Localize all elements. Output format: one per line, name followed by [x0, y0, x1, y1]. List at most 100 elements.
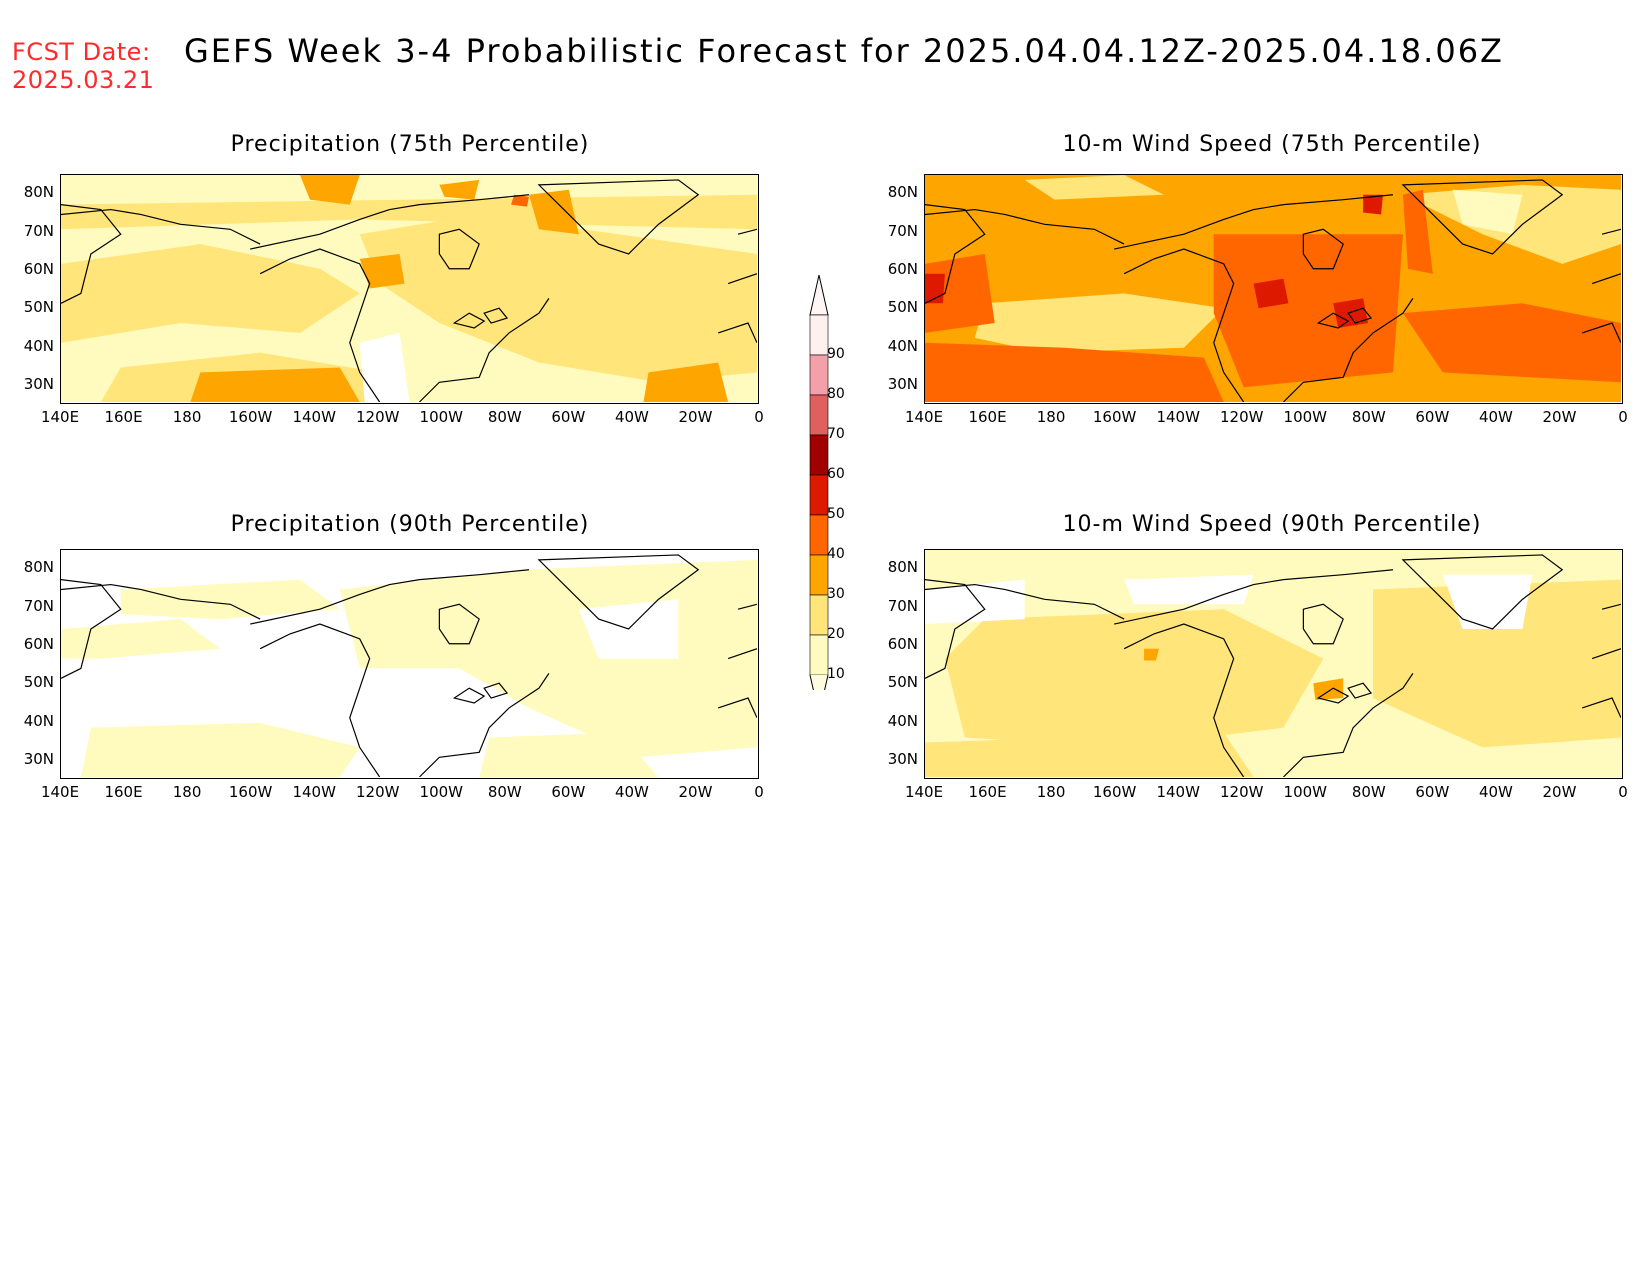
- lat-tick-label: 70N: [23, 221, 54, 240]
- lon-tick-label: 80W: [487, 408, 522, 426]
- colorbar-swatch: [809, 434, 829, 476]
- lon-tick-label: 60W: [1415, 408, 1450, 426]
- panel-title-wind-75: 10-m Wind Speed (75th Percentile): [1062, 132, 1482, 157]
- probability-region: [925, 732, 1254, 777]
- coastline: [483, 682, 509, 699]
- probability-region: [925, 342, 1224, 402]
- probability-region: [925, 579, 1025, 625]
- coastline: [419, 673, 550, 777]
- lon-tick-label: 20W: [678, 783, 713, 801]
- lon-tick-label: 80W: [1351, 783, 1386, 801]
- probability-region: [1253, 278, 1289, 309]
- coastline: [452, 687, 486, 704]
- probability-region: [190, 367, 360, 402]
- probability-region: [479, 732, 659, 777]
- lat-tick-label: 40N: [23, 336, 54, 355]
- lon-tick-label: 160E: [104, 783, 143, 801]
- lat-tick-label: 60N: [23, 259, 54, 278]
- coastline: [737, 228, 757, 235]
- lon-tick-label: 80W: [487, 783, 522, 801]
- lat-tick-label: 30N: [23, 749, 54, 768]
- coastline: [537, 554, 700, 630]
- lat-tick-label: 50N: [23, 673, 54, 692]
- probability-region: [1144, 648, 1159, 661]
- colorbar-swatch: [809, 634, 829, 676]
- colorbar-swatch: [809, 314, 829, 356]
- coastline: [1401, 179, 1564, 255]
- coastline: [452, 312, 486, 329]
- coastline: [1123, 623, 1245, 777]
- probability-region: [1213, 234, 1403, 388]
- coastline: [1114, 569, 1394, 625]
- coastline: [438, 228, 480, 270]
- lon-tick-label: 0: [1618, 783, 1628, 801]
- lon-tick-label: 20W: [678, 408, 713, 426]
- coastline: [925, 583, 1125, 620]
- lat-tick-label: 70N: [887, 221, 918, 240]
- probability-region: [61, 244, 360, 343]
- coastline: [717, 322, 757, 344]
- lat-tick-label: 80N: [23, 558, 54, 577]
- lon-tick-label: 180: [1036, 783, 1066, 801]
- colorbar-label: 10: [827, 666, 845, 682]
- lon-tick-label: 100W: [419, 783, 463, 801]
- lat-tick-label: 30N: [887, 374, 918, 393]
- coastline: [259, 248, 381, 402]
- panel-title-wind-90: 10-m Wind Speed (90th Percentile): [1062, 512, 1482, 537]
- lon-tick-label: 160E: [968, 408, 1007, 426]
- lon-tick-label: 0: [1618, 408, 1628, 426]
- colorbar-swatch: [809, 354, 829, 396]
- map-precip-75: [60, 174, 759, 404]
- lon-tick-label: 40W: [614, 783, 649, 801]
- lon-tick-label: 160E: [104, 408, 143, 426]
- lon-tick-label: 120W: [1219, 783, 1264, 801]
- lat-tick-label: 60N: [887, 259, 918, 278]
- coastline: [1401, 554, 1564, 630]
- lon-tick-label: 160W: [1092, 783, 1137, 801]
- main-title: GEFS Week 3-4 Probabilistic Forecast for…: [184, 32, 1504, 70]
- coastline: [537, 179, 700, 255]
- probability-region: [359, 332, 410, 402]
- lon-tick-label: 100W: [419, 408, 463, 426]
- lon-tick-label: 140W: [1156, 408, 1200, 426]
- probability-region: [1333, 298, 1369, 328]
- probability-region: [61, 619, 221, 659]
- probability-region: [1402, 303, 1621, 383]
- probability-region: [1373, 579, 1621, 748]
- lat-tick-label: 50N: [887, 298, 918, 317]
- colorbar-swatch: [809, 514, 829, 556]
- lon-tick-label: 60W: [551, 408, 586, 426]
- probability-region: [1124, 574, 1254, 605]
- probability-region: [120, 579, 340, 620]
- coastline: [925, 208, 1125, 245]
- lon-tick-label: 60W: [1415, 783, 1450, 801]
- map-field-3: [925, 550, 1621, 777]
- probability-region: [511, 194, 529, 207]
- colorbar-label: 50: [827, 506, 845, 522]
- lon-tick-label: 20W: [1542, 408, 1577, 426]
- coastline: [925, 579, 986, 679]
- coastline: [438, 603, 480, 645]
- coastline: [1283, 298, 1414, 402]
- lon-tick-label: 140E: [40, 408, 80, 426]
- lon-tick-label: 120W: [355, 408, 400, 426]
- probability-region: [1313, 678, 1344, 701]
- map-field-1: [925, 175, 1621, 402]
- colorbar-label: 90: [827, 346, 845, 362]
- colorbar-label: 20: [827, 626, 845, 642]
- lat-tick-label: 50N: [23, 298, 54, 317]
- lat-tick-label: 40N: [23, 711, 54, 730]
- coastline: [1591, 648, 1621, 660]
- probability-region: [61, 194, 757, 230]
- probability-region: [1024, 175, 1164, 200]
- lon-tick-label: 140W: [1156, 783, 1200, 801]
- coastline: [1316, 312, 1350, 329]
- lon-tick-label: 40W: [1478, 783, 1513, 801]
- lon-tick-label: 140E: [904, 783, 944, 801]
- coastline: [259, 623, 381, 777]
- probability-region: [925, 253, 995, 333]
- colorbar-label: 80: [827, 386, 845, 402]
- map-wind-75: [924, 174, 1623, 404]
- coastline: [925, 204, 986, 304]
- lon-tick-label: 0: [754, 408, 764, 426]
